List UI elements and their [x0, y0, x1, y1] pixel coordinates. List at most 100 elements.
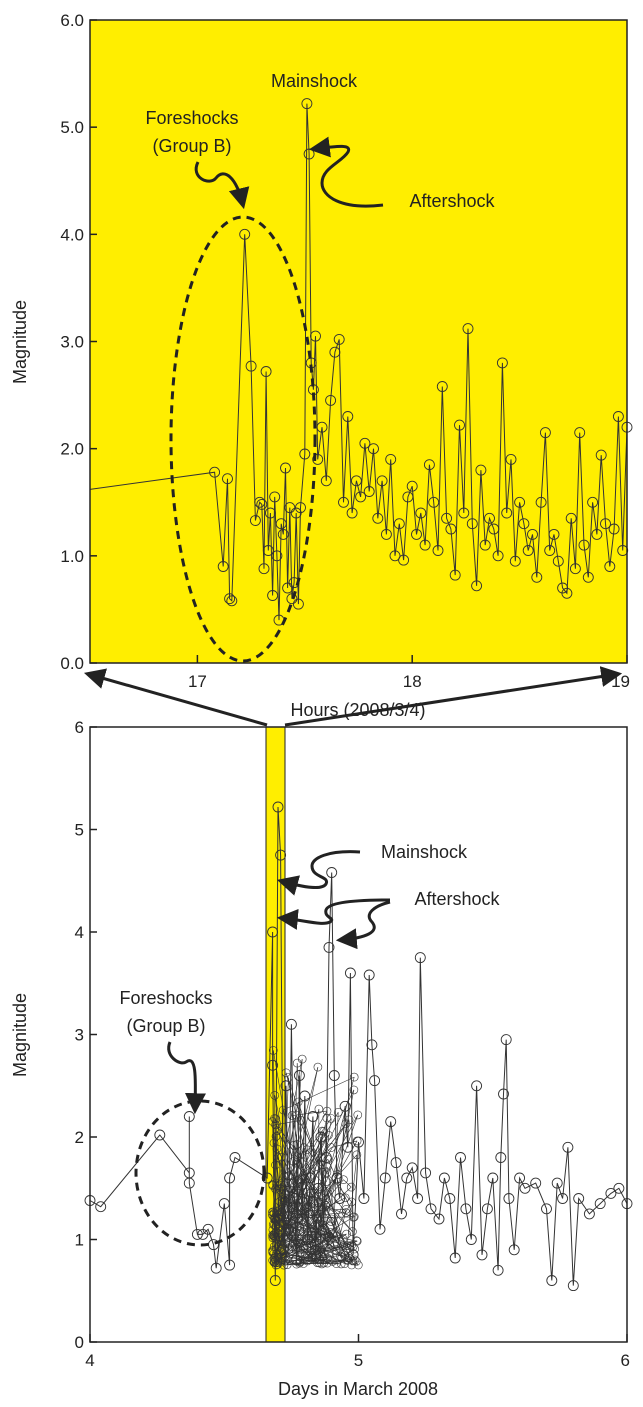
- top-data-point: [256, 498, 268, 510]
- bottom-data-point: [551, 1177, 563, 1189]
- bottom-swarm-segment: [299, 1236, 329, 1263]
- top-y-tick-label: 2.0: [60, 440, 84, 459]
- bottom-data-point: [307, 1111, 319, 1122]
- top-data-point: [561, 587, 573, 599]
- top-data-point: [301, 98, 313, 110]
- bottom-swarm-segment: [275, 1262, 342, 1265]
- top-data-point: [600, 518, 611, 530]
- bottom-swarm-segment: [327, 1159, 355, 1218]
- top-data-point: [275, 518, 287, 530]
- bottom-data-point: [573, 1193, 585, 1204]
- bottom-swarm-segment: [306, 1149, 352, 1203]
- bottom-data-point: [546, 1275, 558, 1286]
- top-data-point: [518, 518, 530, 530]
- top-data-point: [292, 598, 304, 610]
- bottom-data-point: [224, 1172, 236, 1184]
- bottom-y-tick-label: 0: [75, 1333, 84, 1352]
- top-data-point: [544, 545, 556, 556]
- bottom-data-point: [280, 1080, 292, 1092]
- bottom-swarm-point: [271, 1215, 281, 1225]
- bottom-data-point: [420, 1167, 432, 1179]
- bottom-data-point: [267, 926, 279, 938]
- top-foreshocks-ellipse: [169, 215, 317, 663]
- top-y-tick-label: 0.0: [60, 654, 84, 673]
- top-data-point: [245, 360, 257, 372]
- bottom-data-point: [191, 1228, 203, 1240]
- top-data-point: [258, 563, 270, 575]
- bottom-data-point: [433, 1213, 445, 1225]
- bottom-panel: 0 1 2 3 4 5 6 4 5 6 Magnitude Days in March 2008…: [10, 718, 633, 1399]
- bottom-swarm-point: [293, 1097, 303, 1107]
- top-data-point: [552, 555, 564, 567]
- top-data-point: [475, 464, 487, 476]
- bottom-foreshocks-label-line2: (Group B): [126, 1016, 205, 1036]
- top-data-point: [582, 571, 594, 583]
- bottom-swarm-point: [295, 1257, 305, 1267]
- top-data-point: [286, 593, 298, 605]
- top-x-tick-label: 18: [403, 672, 422, 691]
- bottom-data-point: [401, 1172, 413, 1184]
- top-data-point: [320, 475, 332, 487]
- bottom-data-point: [293, 1070, 305, 1081]
- top-data-point: [535, 496, 547, 508]
- bottom-data-point: [519, 1182, 531, 1194]
- top-data-point: [569, 563, 581, 575]
- bottom-data-point: [261, 1172, 273, 1184]
- bottom-swarm-point: [270, 1091, 280, 1100]
- top-series-line: [89, 103, 628, 621]
- bottom-swarm-segment: [288, 1109, 320, 1238]
- bottom-data-point: [455, 1152, 466, 1163]
- top-data-point: [271, 550, 283, 562]
- top-data-point: [578, 539, 590, 551]
- bottom-foreshocks-ellipse: [134, 1099, 266, 1247]
- top-data-point: [209, 466, 221, 478]
- bottom-data-point: [291, 1254, 303, 1266]
- top-data-point: [591, 528, 603, 540]
- top-data-point: [415, 507, 427, 519]
- top-data-point: [484, 512, 495, 524]
- bottom-y-tick-label: 6: [75, 718, 84, 737]
- top-foreshocks-arrow: [194, 161, 250, 210]
- bottom-data-point: [374, 1223, 386, 1235]
- bottom-data-point: [299, 1090, 311, 1102]
- bottom-data-point: [154, 1129, 166, 1141]
- bottom-data-point: [315, 1131, 327, 1143]
- bottom-swarm-point: [346, 1182, 356, 1192]
- top-data-point: [312, 453, 324, 465]
- top-data-point: [402, 491, 414, 503]
- bottom-data-point: [412, 1193, 424, 1204]
- bottom-data-point: [438, 1172, 450, 1184]
- top-y-axis-label: Magnitude: [10, 300, 30, 384]
- bottom-data-point: [224, 1259, 236, 1271]
- bottom-swarm-point: [273, 1258, 283, 1267]
- top-data-point: [406, 480, 418, 492]
- bottom-data-point: [508, 1244, 520, 1256]
- top-data-point: [355, 491, 367, 503]
- top-data-point: [350, 475, 362, 487]
- top-data-point: [454, 419, 465, 431]
- top-x-axis-label: Hours (2008/3/4): [290, 700, 425, 720]
- top-data-point: [217, 561, 229, 572]
- bottom-foreshocks-arrow: [167, 1041, 206, 1115]
- bottom-data-point: [267, 1059, 279, 1071]
- bottom-swarm-segment: [272, 1121, 283, 1212]
- top-data-point: [492, 550, 504, 562]
- top-data-point: [565, 512, 577, 524]
- top-y-tick-label: 3.0: [60, 333, 84, 352]
- top-data-point: [224, 593, 236, 605]
- top-aftershock-label: Aftershock: [409, 191, 495, 211]
- bottom-data-point: [406, 1162, 418, 1174]
- bottom-swarm-segment: [277, 1101, 299, 1218]
- top-data-point: [539, 427, 551, 439]
- top-panel: 0.01.02.03.04.05.06.0 17 18 19 Magnitude H…: [10, 11, 633, 720]
- bottom-swarm-segment: [293, 1063, 298, 1183]
- top-data-point: [604, 561, 616, 572]
- bottom-x-tick-label: 4: [85, 1351, 94, 1370]
- top-data-point: [269, 491, 281, 503]
- bottom-data-point: [331, 1172, 343, 1184]
- bottom-swarm-segment: [343, 1179, 352, 1188]
- bottom-swarm-point: [323, 1253, 332, 1263]
- bottom-data-point: [396, 1208, 407, 1220]
- bottom-swarm-segment: [272, 1259, 356, 1261]
